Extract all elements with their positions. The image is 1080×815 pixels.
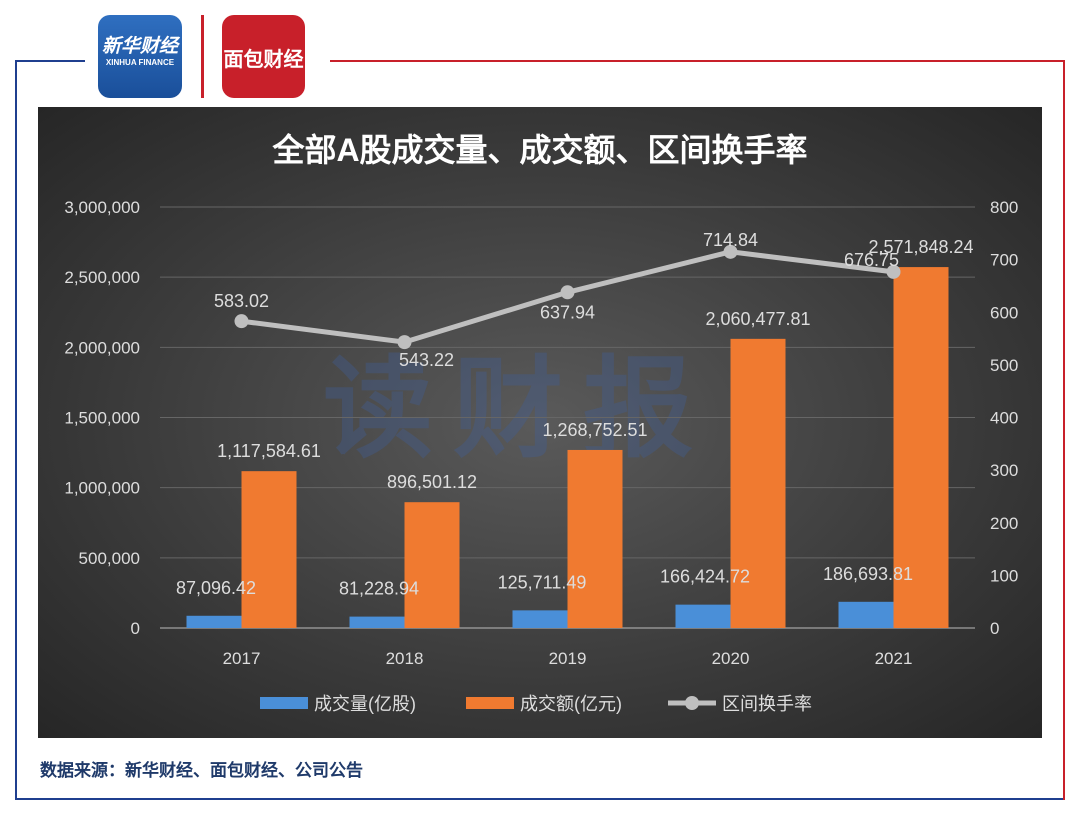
left-axis-tick: 0: [131, 619, 140, 638]
turnover-point: [886, 264, 901, 279]
legend-marker: [685, 696, 699, 710]
right-axis-tick: 200: [990, 514, 1018, 533]
right-axis-tick: 100: [990, 566, 1018, 585]
right-axis-tick: 0: [990, 619, 999, 638]
right-axis-tick: 700: [990, 251, 1018, 270]
source-note: 数据来源：新华财经、面包财经、公司公告: [40, 761, 363, 780]
amount-bar: [567, 449, 623, 628]
turnover-point: [560, 285, 575, 300]
turnover-label: 637.94: [540, 302, 595, 322]
legend-label: 成交额(亿元): [520, 694, 622, 714]
frame-line: [1063, 60, 1065, 800]
left-axis-tick: 2,000,000: [64, 338, 140, 357]
volume-bar: [512, 610, 568, 628]
turnover-label: 714.84: [703, 230, 758, 250]
turnover-label: 583.02: [214, 291, 269, 311]
amount-label: 2,060,477.81: [705, 309, 810, 329]
volume-label: 87,096.42: [176, 578, 256, 598]
turnover-point: [723, 244, 738, 259]
watermark: 读财报: [323, 348, 713, 471]
volume-label: 166,424.72: [660, 567, 750, 587]
frame-line: [330, 60, 1065, 62]
turnover-label: 543.22: [399, 350, 454, 370]
turnover-point: [397, 335, 412, 350]
amount-label: 1,268,752.51: [542, 420, 647, 440]
amount-label: 1,117,584.61: [217, 441, 321, 461]
legend-label: 区间换手率: [722, 694, 812, 714]
volume-bar: [675, 604, 731, 628]
x-axis-tick: 2021: [875, 649, 913, 668]
logo-text: 面包财经: [223, 49, 304, 71]
right-axis-tick: 800: [990, 198, 1018, 217]
legend-label: 成交量(亿股): [314, 694, 416, 714]
amount-bar: [404, 502, 460, 628]
left-axis-tick: 1,000,000: [64, 479, 140, 498]
frame-line: [15, 60, 85, 62]
amount-bar: [893, 267, 949, 628]
x-axis-tick: 2018: [386, 649, 424, 668]
mianbao-finance-logo: 面包财经: [222, 15, 305, 98]
x-axis-tick: 2020: [712, 649, 750, 668]
left-axis-tick: 1,500,000: [64, 409, 140, 428]
logo-subtext: XINHUA FINANCE: [105, 58, 175, 67]
right-axis-tick: 500: [990, 356, 1018, 375]
left-axis-tick: 3,000,000: [64, 198, 140, 217]
turnover-point: [234, 314, 249, 329]
chart-title: 全部A股成交量、成交额、区间换手率: [271, 132, 807, 168]
xinhua-finance-logo: 新华财经 XINHUA FINANCE: [98, 15, 182, 98]
left-axis-tick: 2,500,000: [64, 268, 140, 287]
amount-label: 2,571,848.24: [868, 237, 973, 257]
chart-svg: 读财报 全部A股成交量、成交额、区间换手率 0 500,000 1,000,000 1,5…: [64, 132, 1018, 714]
right-axis-tick: 400: [990, 409, 1018, 428]
amount-bar: [241, 471, 297, 628]
left-axis-tick: 500,000: [79, 549, 140, 568]
legend-swatch-amount: [466, 697, 514, 709]
turnover-label: 676.75: [844, 250, 899, 270]
volume-bar: [349, 616, 405, 628]
volume-label: 81,228.94: [339, 579, 419, 599]
logo-text: 新华财经: [101, 36, 178, 57]
volume-label: 186,693.81: [823, 564, 913, 584]
amount-label: 896,501.12: [387, 472, 477, 492]
right-axis-tick: 600: [990, 303, 1018, 322]
x-axis-tick: 2017: [223, 649, 261, 668]
logo-divider: [201, 15, 204, 98]
volume-label: 125,711.49: [498, 572, 587, 592]
volume-bar: [186, 615, 242, 628]
amount-bar: [730, 338, 786, 628]
legend-swatch-volume: [260, 697, 308, 709]
chart-panel: 读财报 全部A股成交量、成交额、区间换手率 0 500,000 1,000,000 1,5…: [38, 107, 1042, 738]
frame-line: [15, 798, 1065, 800]
frame-line: [15, 60, 17, 800]
x-axis-tick: 2019: [549, 649, 587, 668]
right-axis-tick: 300: [990, 461, 1018, 480]
volume-bar: [838, 601, 894, 628]
